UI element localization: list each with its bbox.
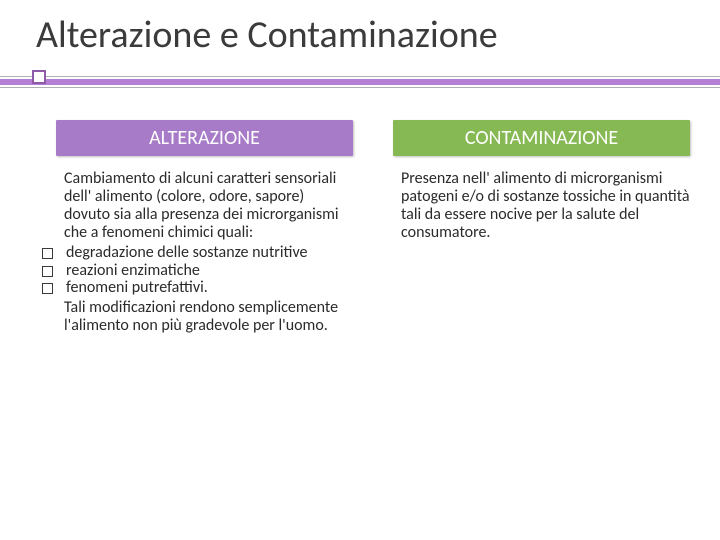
- left-body: Cambiamento di alcuni caratteri sensoria…: [56, 170, 353, 335]
- right-header: CONTAMINAZIONE: [393, 120, 690, 156]
- left-bullet-list: degradazione delle sostanze nutritive re…: [64, 244, 353, 298]
- title-underline: [0, 76, 720, 88]
- content-columns: ALTERAZIONE Cambiamento di alcuni caratt…: [0, 120, 720, 335]
- slide-title: Alterazione e Contaminazione: [0, 0, 720, 58]
- right-text: Presenza nell' alimento di microrganismi…: [401, 170, 690, 242]
- title-bullet-icon: [32, 70, 46, 84]
- left-outro-text: Tali modificazioni rendono semplicemente…: [64, 299, 353, 335]
- left-column: ALTERAZIONE Cambiamento di alcuni caratt…: [56, 120, 353, 335]
- list-item: fenomeni putrefattivi.: [64, 279, 353, 297]
- right-body: Presenza nell' alimento di microrganismi…: [393, 170, 690, 242]
- list-item: reazioni enzimatiche: [64, 262, 353, 280]
- left-header: ALTERAZIONE: [56, 120, 353, 156]
- right-column: CONTAMINAZIONE Presenza nell' alimento d…: [393, 120, 690, 335]
- list-item: degradazione delle sostanze nutritive: [64, 244, 353, 262]
- left-intro-text: Cambiamento di alcuni caratteri sensoria…: [64, 170, 353, 242]
